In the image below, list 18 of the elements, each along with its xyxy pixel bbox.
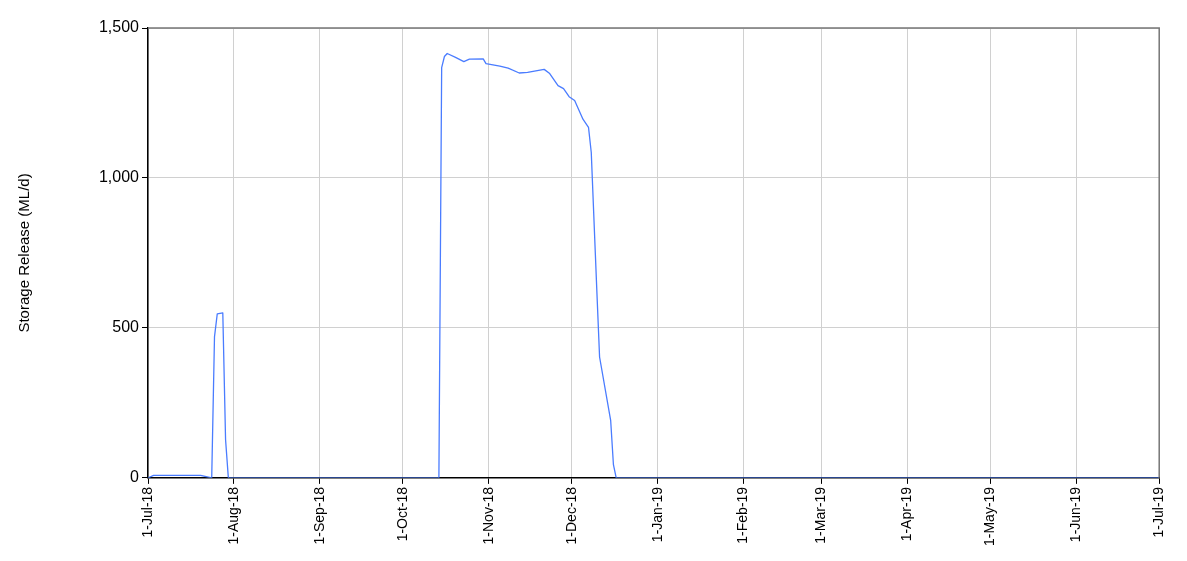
x-tick-label: 1-Nov-18 <box>479 486 496 545</box>
y-tick-label: 500 <box>112 318 140 336</box>
x-tick-label: 1-Jan-19 <box>648 486 665 543</box>
y-tick-label: 1,000 <box>98 168 140 186</box>
x-tick-label: 1-Aug-18 <box>224 486 241 545</box>
y-tick-label: 0 <box>130 468 140 486</box>
x-tick-label: 1-Jul-18 <box>138 486 155 538</box>
y-tick-label: 1,500 <box>98 18 140 36</box>
x-tick-label: 1-Mar-19 <box>812 486 829 544</box>
x-tick-label: 1-Jul-19 <box>1150 486 1167 538</box>
x-tick-label: 1-Jun-19 <box>1066 486 1083 543</box>
y-axis-title: Storage Release (ML/d) <box>15 173 33 333</box>
x-tick-label: 1-Apr-19 <box>897 486 914 542</box>
x-tick-label: 1-Sep-18 <box>310 486 327 545</box>
x-tick-label: 1-Oct-18 <box>393 486 410 542</box>
x-tick-label: 1-May-19 <box>981 486 998 547</box>
x-tick-label: 1-Feb-19 <box>734 486 751 544</box>
x-tick-label: 1-Dec-18 <box>562 486 579 545</box>
